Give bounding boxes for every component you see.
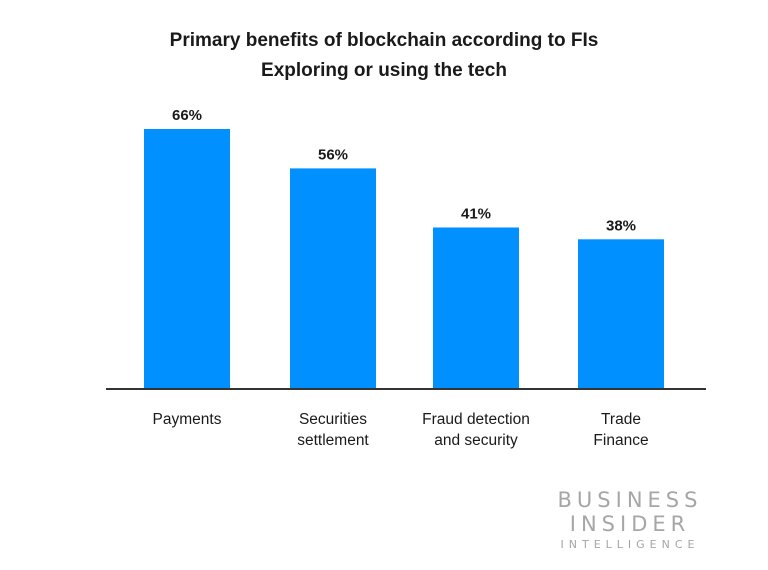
logo-line-2: INSIDER: [569, 512, 691, 536]
category-label: Trade: [601, 411, 641, 428]
data-label: 56%: [318, 146, 348, 163]
bar: [578, 239, 664, 389]
chart-title: Primary benefits of blockchain according…: [169, 30, 599, 51]
logo-line-3: INTELLIGENCE: [560, 538, 700, 551]
category-label: and security: [434, 432, 518, 449]
category-label: Securities: [299, 411, 367, 428]
category-label: settlement: [297, 432, 369, 449]
data-label: 41%: [461, 205, 491, 222]
category-label: Payments: [153, 411, 222, 428]
logo-line-1: BUSINESS: [557, 488, 703, 512]
category-label: Fraud detection: [422, 411, 530, 428]
data-label: 66%: [172, 107, 202, 124]
bar: [290, 168, 376, 389]
category-label: Finance: [593, 432, 648, 449]
bar: [433, 227, 519, 389]
bar-chart: 66% Payments 56% Securities settlement 41% Fra…: [106, 107, 706, 449]
bar: [144, 129, 230, 389]
chart-subtitle: Exploring or using the tech: [261, 60, 507, 81]
business-insider-intelligence-logo: BUSINESS INSIDER INTELLIGENCE: [540, 488, 720, 554]
data-label: 38%: [606, 217, 636, 234]
